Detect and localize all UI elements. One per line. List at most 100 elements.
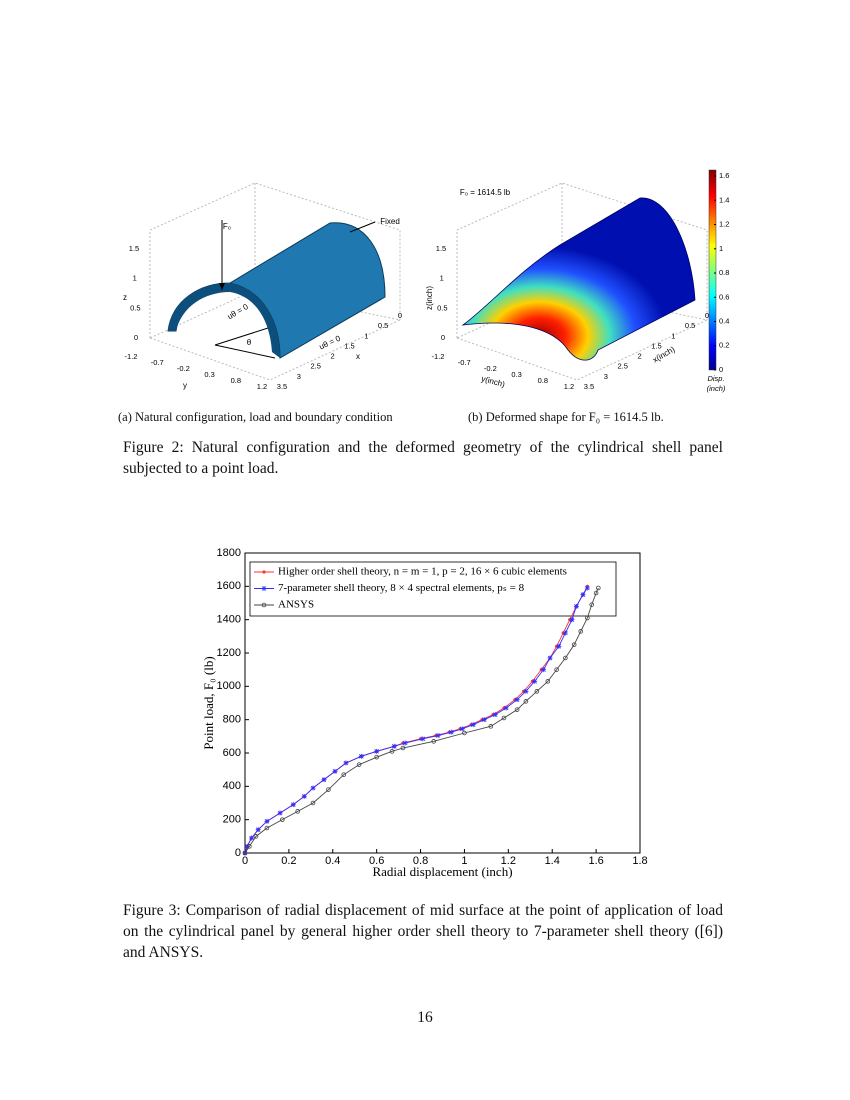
label: -0.7 xyxy=(151,358,164,367)
label: 2.5 xyxy=(310,362,320,371)
point xyxy=(255,827,261,833)
x-tick-label: 0.6 xyxy=(369,855,384,867)
point xyxy=(310,800,316,806)
x-tick-label: 1.4 xyxy=(545,855,560,867)
point xyxy=(261,586,267,591)
label: 3.5 xyxy=(277,382,287,391)
label: uθ = 0 xyxy=(318,334,343,352)
point xyxy=(571,642,577,647)
point xyxy=(448,729,454,735)
point xyxy=(580,592,586,598)
x-tick-label: 0 xyxy=(242,855,248,867)
label: z(inch) xyxy=(425,286,434,310)
label: 0.5 xyxy=(685,321,695,330)
point xyxy=(326,787,331,792)
point xyxy=(431,739,437,744)
point xyxy=(343,760,349,766)
point xyxy=(358,753,364,759)
label: -1.2 xyxy=(125,352,138,361)
label: 1.4 xyxy=(719,195,729,204)
point xyxy=(264,818,270,824)
label: x xyxy=(356,352,360,361)
point xyxy=(540,667,546,673)
label: 1 xyxy=(671,331,675,340)
point xyxy=(290,802,296,808)
point xyxy=(584,585,590,591)
point xyxy=(470,722,476,728)
label: Disp. xyxy=(707,374,724,383)
label: 1 xyxy=(364,331,368,340)
page-number: 16 xyxy=(417,1009,433,1026)
label: 1.6 xyxy=(719,171,729,180)
legend-label: ANSYS xyxy=(278,599,314,611)
point xyxy=(503,705,509,711)
label: θ xyxy=(247,338,252,347)
point xyxy=(459,726,465,732)
label: 0.5 xyxy=(130,303,140,312)
point xyxy=(374,754,379,760)
point xyxy=(389,749,395,754)
label: 0.2 xyxy=(719,341,729,350)
point xyxy=(277,810,283,816)
point xyxy=(374,748,380,754)
label: F₀ = 1614.5 lb xyxy=(460,188,511,197)
y-tick-label: 1800 xyxy=(217,547,241,559)
label: 1 xyxy=(133,274,137,283)
label: 0 xyxy=(705,311,709,320)
label: 0.5 xyxy=(378,321,388,330)
subcaption-b: (b) Deformed shape for F₀ = 1614.5 lb. xyxy=(468,410,664,424)
label: 1.2 xyxy=(564,382,574,391)
label: 0.3 xyxy=(204,370,214,379)
label: 1.5 xyxy=(129,244,139,253)
label: F₀ xyxy=(223,222,231,231)
cylinder-a xyxy=(167,220,386,359)
label: y(inch) xyxy=(480,374,506,389)
label: z xyxy=(123,293,127,302)
point xyxy=(545,679,551,684)
label: -0.2 xyxy=(177,364,190,373)
point xyxy=(420,736,426,742)
label: 1 xyxy=(719,244,723,253)
label: 0.5 xyxy=(437,303,447,312)
y-tick-label: 1600 xyxy=(217,580,241,592)
y-axis-label: Point load, F₀ (lb) xyxy=(201,656,216,749)
point xyxy=(341,772,347,777)
point xyxy=(247,844,252,849)
y-tick-label: 1000 xyxy=(217,680,241,692)
label: y xyxy=(183,381,187,390)
label: 0.8 xyxy=(538,376,548,385)
label: 2 xyxy=(330,352,334,361)
label: 1.5 xyxy=(344,341,354,350)
point xyxy=(391,743,397,749)
point xyxy=(563,655,568,661)
label: 0 xyxy=(398,311,402,320)
x-tick-label: 1.6 xyxy=(588,855,603,867)
point xyxy=(435,733,441,738)
point xyxy=(242,850,248,856)
label: -0.2 xyxy=(484,364,497,373)
point xyxy=(400,745,406,751)
label: -1.2 xyxy=(432,352,445,361)
label: 0.8 xyxy=(719,268,729,277)
point xyxy=(310,785,316,791)
label: 3 xyxy=(297,372,301,381)
point xyxy=(295,809,300,814)
point xyxy=(261,602,267,608)
point xyxy=(554,667,559,672)
label: uθ = 0 xyxy=(226,302,250,321)
y-tick-label: 600 xyxy=(223,747,241,759)
point xyxy=(481,717,487,723)
point xyxy=(280,817,285,822)
label: 1.2 xyxy=(719,220,729,229)
legend-label: Higher order shell theory, n = m = 1, p … xyxy=(278,566,567,578)
x-tick-label: 1.8 xyxy=(632,855,647,867)
y-tick-label: 400 xyxy=(223,780,241,792)
point xyxy=(589,602,595,607)
label: 0.6 xyxy=(719,292,729,301)
point xyxy=(523,699,529,704)
y-tick-label: 0 xyxy=(235,847,241,859)
label: 2 xyxy=(637,352,641,361)
point xyxy=(501,715,507,721)
point xyxy=(593,590,599,596)
